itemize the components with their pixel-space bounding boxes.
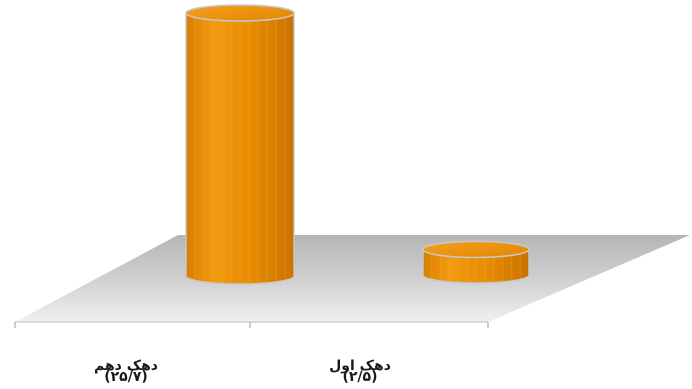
bar-decile-10-body [185,12,295,285]
bar-decile-1-body [422,248,530,284]
category-name: دهک دهم [94,358,158,374]
category-name: دهک اول [329,358,391,374]
chart-floor [15,235,690,322]
bar-decile-10 [185,4,295,285]
bar-decile-1 [422,240,530,284]
category-value-label: (۲/۵) [342,369,378,385]
bar-decile-10-top [185,4,295,22]
bar-decile-1-top [422,240,530,259]
category-value-label: (۲۵/۷) [104,369,148,385]
category-label-decile-1: دهک اول (۲/۵) [300,358,420,385]
category-label-decile-10: دهک دهم (۲۵/۷) [66,358,186,385]
